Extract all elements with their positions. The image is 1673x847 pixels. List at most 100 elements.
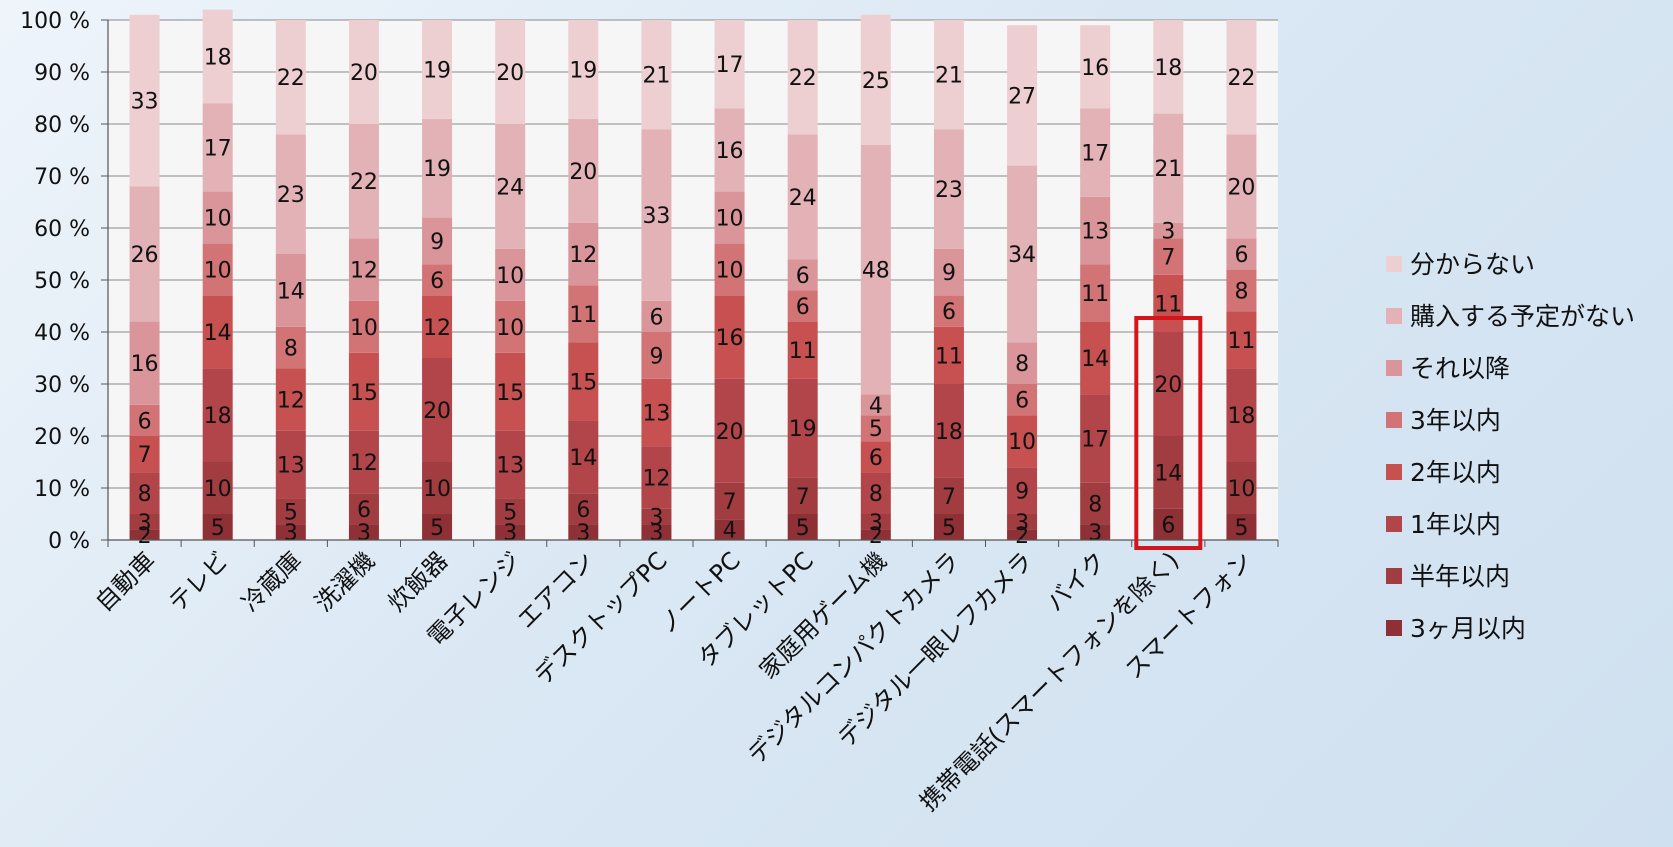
- data-label: 24: [789, 186, 817, 211]
- bar-segment: [495, 248, 526, 301]
- bar-segment: [202, 368, 233, 462]
- y-tick-label: 40 %: [34, 321, 90, 346]
- bar-segment: [495, 524, 526, 540]
- data-label: 12: [350, 259, 378, 284]
- data-label: 18: [935, 420, 963, 445]
- bar-segment: [129, 472, 160, 514]
- data-label: 7: [796, 485, 810, 510]
- data-label: 3: [1015, 511, 1029, 536]
- data-label: 3: [649, 506, 663, 531]
- bar-segment: [129, 14, 160, 187]
- data-label: 5: [1234, 516, 1248, 541]
- data-label: 11: [1154, 292, 1182, 317]
- bar-segment: [495, 300, 526, 353]
- bars: [129, 9, 1257, 540]
- data-label: 7: [1161, 246, 1175, 271]
- data-label: 11: [1081, 282, 1109, 307]
- data-label: 20: [350, 61, 378, 86]
- bar-segment: [860, 441, 891, 473]
- bar-segment: [129, 186, 160, 322]
- bar-segment: [129, 404, 160, 436]
- y-tick-label: 90 %: [34, 61, 90, 86]
- data-label: 6: [576, 498, 590, 523]
- bar-segment: [787, 259, 818, 291]
- data-label: 18: [204, 45, 232, 70]
- y-tick-label: 10 %: [34, 477, 90, 502]
- bar-segment: [422, 462, 453, 514]
- legend-swatch: [1386, 256, 1402, 272]
- data-label: 6: [357, 498, 371, 523]
- bar-segment: [933, 477, 964, 514]
- data-label: 18: [1227, 404, 1255, 429]
- data-label: 11: [789, 339, 817, 364]
- legend-label: それ以降: [1410, 354, 1510, 383]
- x-category-label: スマートフォン: [1120, 546, 1258, 684]
- bar-segment: [1080, 321, 1111, 395]
- bar-segment: [202, 103, 233, 192]
- data-label: 7: [942, 485, 956, 510]
- data-label: 10: [204, 207, 232, 232]
- data-label: 6: [649, 305, 663, 330]
- data-label: 16: [131, 352, 159, 377]
- data-label: 22: [789, 66, 817, 91]
- data-label: 6: [796, 295, 810, 320]
- x-category-label: 冷蔵庫: [236, 546, 307, 617]
- bar-segment: [1007, 384, 1038, 416]
- bar-segment: [275, 498, 306, 525]
- data-label: 20: [1227, 175, 1255, 200]
- bar-segment: [641, 129, 672, 301]
- bar-segment: [860, 394, 891, 416]
- bar-segment: [129, 321, 160, 405]
- bar-segment: [1080, 108, 1111, 197]
- bar-segment: [860, 529, 891, 540]
- bar-segment: [860, 472, 891, 514]
- data-label: 20: [1154, 373, 1182, 398]
- data-label: 6: [1161, 513, 1175, 538]
- data-label: 48: [862, 259, 890, 284]
- data-label: 10: [423, 477, 451, 502]
- bar-segment: [1226, 134, 1257, 239]
- legend-label: 3年以内: [1410, 406, 1501, 435]
- data-label: 14: [204, 321, 232, 346]
- data-label: 2: [138, 524, 152, 549]
- data-label: 12: [642, 467, 670, 492]
- bar-segment: [495, 352, 526, 431]
- bar-segment: [714, 243, 745, 296]
- data-label: 6: [942, 300, 956, 325]
- bar-segment: [1080, 196, 1111, 265]
- bar-segment: [714, 108, 745, 192]
- data-label: 3: [138, 511, 152, 536]
- data-label: 8: [1234, 279, 1248, 304]
- bar-segment: [568, 342, 599, 421]
- data-label: 9: [1015, 480, 1029, 505]
- data-label: 4: [723, 519, 737, 544]
- bar-segment: [787, 321, 818, 379]
- x-category-label: 炊飯器: [383, 546, 454, 617]
- data-label: 20: [423, 399, 451, 424]
- data-label: 5: [430, 516, 444, 541]
- bar-segment: [495, 124, 526, 249]
- data-label: 26: [131, 243, 159, 268]
- y-tick-label: 100 %: [20, 9, 90, 34]
- data-label: 6: [430, 269, 444, 294]
- bar-segment: [275, 254, 306, 327]
- data-label: 3: [1161, 220, 1175, 245]
- data-label: 13: [277, 454, 305, 479]
- data-label: 33: [642, 204, 670, 229]
- bar-segment: [422, 20, 453, 119]
- data-label: 8: [1088, 493, 1102, 518]
- data-label: 19: [789, 417, 817, 442]
- data-label: 23: [277, 183, 305, 208]
- bar-segment: [202, 462, 233, 514]
- data-label: 22: [350, 170, 378, 195]
- data-label: 21: [642, 64, 670, 89]
- data-label: 17: [716, 53, 744, 78]
- legend-swatch: [1386, 516, 1402, 532]
- y-tick-label: 80 %: [34, 113, 90, 138]
- data-label: 15: [496, 381, 524, 406]
- legend-label: 購入する予定がない: [1410, 302, 1635, 331]
- data-label: 6: [869, 446, 883, 471]
- bar-segment: [348, 352, 379, 431]
- bar-segment: [641, 378, 672, 447]
